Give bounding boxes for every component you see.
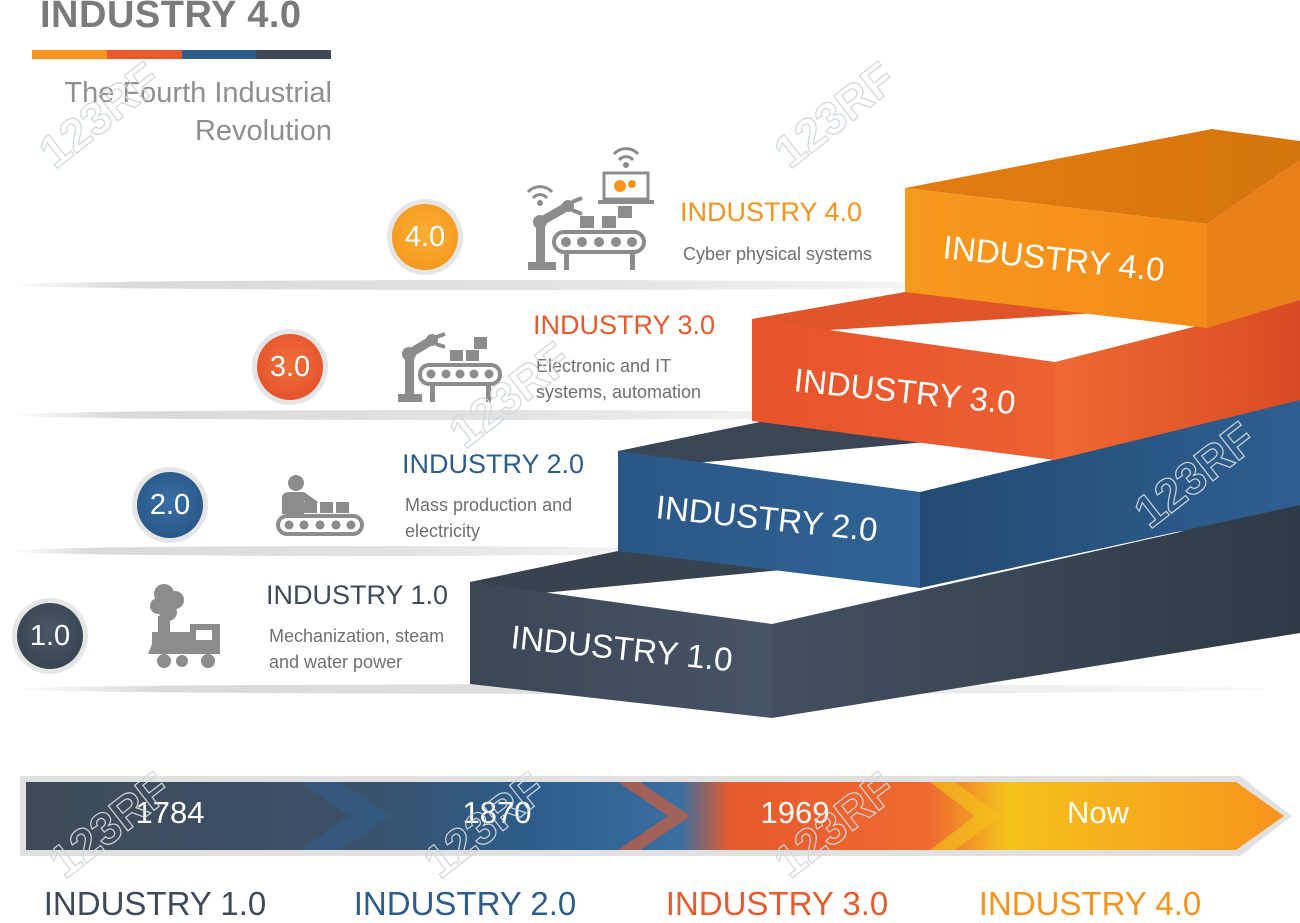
stair-4-front bbox=[905, 188, 1207, 328]
step-heading-3: INDUSTRY 3.0 bbox=[533, 310, 716, 340]
shelf-industry-4 bbox=[10, 280, 1010, 290]
badge-industry-1: 1.0 bbox=[17, 603, 83, 669]
step-desc-2-line-2: electricity bbox=[405, 521, 481, 541]
step-desc-3-line-1: Electronic and IT bbox=[536, 356, 672, 376]
timeline-label-1870: 1870 bbox=[462, 795, 532, 830]
timeline-label-1784: 1784 bbox=[135, 795, 205, 830]
title-bar-segment-slate bbox=[256, 50, 331, 59]
step-desc-1: Mechanization, steam and water power bbox=[269, 623, 444, 675]
stair-2-front bbox=[618, 451, 920, 588]
step-desc-4-line-1: Cyber physical systems bbox=[683, 244, 873, 264]
robot-arm-conveyor-icon bbox=[398, 332, 502, 402]
timeline-chevron-1 bbox=[300, 782, 390, 850]
step-desc-2-line-1: Mass production and bbox=[405, 495, 573, 515]
step-heading-1: INDUSTRY 1.0 bbox=[266, 580, 449, 610]
timeline-caption-4: INDUSTRY 4.0 bbox=[978, 885, 1202, 922]
step-desc-1-line-1: Mechanization, steam bbox=[269, 626, 445, 646]
page-title: INDUSTRY 4.0 bbox=[40, 0, 302, 36]
title-bar-segment-blue bbox=[181, 50, 257, 59]
stair-step-industry-4: INDUSTRY 4.0 bbox=[905, 129, 1300, 328]
step-desc-3: Electronic and IT systems, automation bbox=[536, 353, 701, 405]
shelf-industry-3 bbox=[10, 410, 910, 420]
timeline-label-now: Now bbox=[1066, 795, 1129, 830]
step-heading-2: INDUSTRY 2.0 bbox=[402, 449, 585, 479]
step-desc-4: Cyber physical systems bbox=[683, 241, 872, 267]
timeline-arrow bbox=[20, 776, 1292, 856]
stair-4-side bbox=[1207, 160, 1300, 328]
title-color-bar bbox=[32, 50, 331, 59]
timeline-caption-3: INDUSTRY 3.0 bbox=[665, 885, 889, 922]
title-bar-segment-orange bbox=[32, 50, 107, 59]
title-bar-segment-red bbox=[106, 50, 182, 59]
steam-locomotive-icon bbox=[148, 584, 220, 668]
stair-step-industry-3: INDUSTRY 3.0 bbox=[752, 292, 1300, 460]
stair-4-top bbox=[905, 129, 1300, 224]
timeline-label-1969: 1969 bbox=[760, 795, 830, 830]
stair-1-front bbox=[470, 582, 772, 718]
badge-industry-2: 2.0 bbox=[137, 472, 203, 538]
subtitle-line-1: The Fourth Industrial bbox=[64, 77, 332, 109]
page-subtitle: The Fourth Industrial Revolution bbox=[12, 74, 332, 150]
step-desc-3-line-2: systems, automation bbox=[536, 382, 702, 402]
assembly-line-worker-icon bbox=[276, 475, 364, 536]
connected-robot-factory-icon bbox=[526, 147, 654, 270]
stair-3-side bbox=[1055, 300, 1300, 460]
badge-industry-3: 3.0 bbox=[257, 334, 323, 400]
step-desc-1-line-2: and water power bbox=[269, 652, 403, 672]
step-heading-4: INDUSTRY 4.0 bbox=[680, 197, 863, 227]
stair-3-front bbox=[752, 319, 1055, 460]
timeline-caption-1: INDUSTRY 1.0 bbox=[43, 885, 267, 922]
timeline-chevron-3 bbox=[930, 782, 1000, 850]
stair-2-side bbox=[920, 400, 1300, 588]
timeline-caption-2: INDUSTRY 2.0 bbox=[353, 885, 577, 922]
timeline-chevron-2 bbox=[618, 782, 690, 850]
step-desc-2: Mass production and electricity bbox=[405, 492, 572, 544]
stair-1-side bbox=[772, 505, 1300, 718]
shelf-industry-2 bbox=[10, 546, 710, 556]
subtitle-line-2: Revolution bbox=[194, 115, 332, 147]
badge-industry-4: 4.0 bbox=[392, 204, 458, 270]
